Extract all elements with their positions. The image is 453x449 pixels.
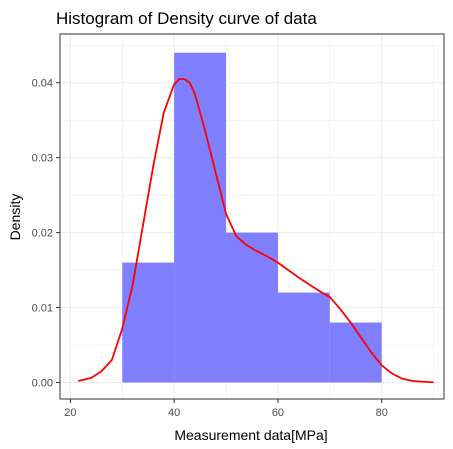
y-tick-label: 0.04 [32,78,53,90]
y-tick-label: 0.03 [32,153,53,165]
histogram-bar [226,232,278,383]
density-curve-layer [77,78,434,384]
histogram-bar [174,52,227,383]
histogram-bars [122,52,382,383]
chart-title: Histogram of Density curve of data [56,9,317,28]
y-tick-label: 0.01 [32,303,53,315]
x-tick-label: 20 [64,407,76,419]
histogram-bar [277,292,330,383]
y-tick-label: 0.02 [32,228,53,240]
y-axis-title: Density [7,194,23,241]
x-tick-label: 80 [376,407,388,419]
plot-panel-border [59,33,445,400]
histogram-bar [122,262,175,383]
axis-ticks: 20 40 60 80 0.00 0.01 0.02 0.03 0.04 [32,78,388,419]
density-curve [77,78,434,384]
histogram-bar [329,322,382,383]
y-tick-label: 0.00 [32,378,53,390]
x-axis-title: Measurement data[MPa] [174,427,327,443]
x-tick-label: 60 [272,407,284,419]
x-tick-label: 40 [168,407,180,419]
